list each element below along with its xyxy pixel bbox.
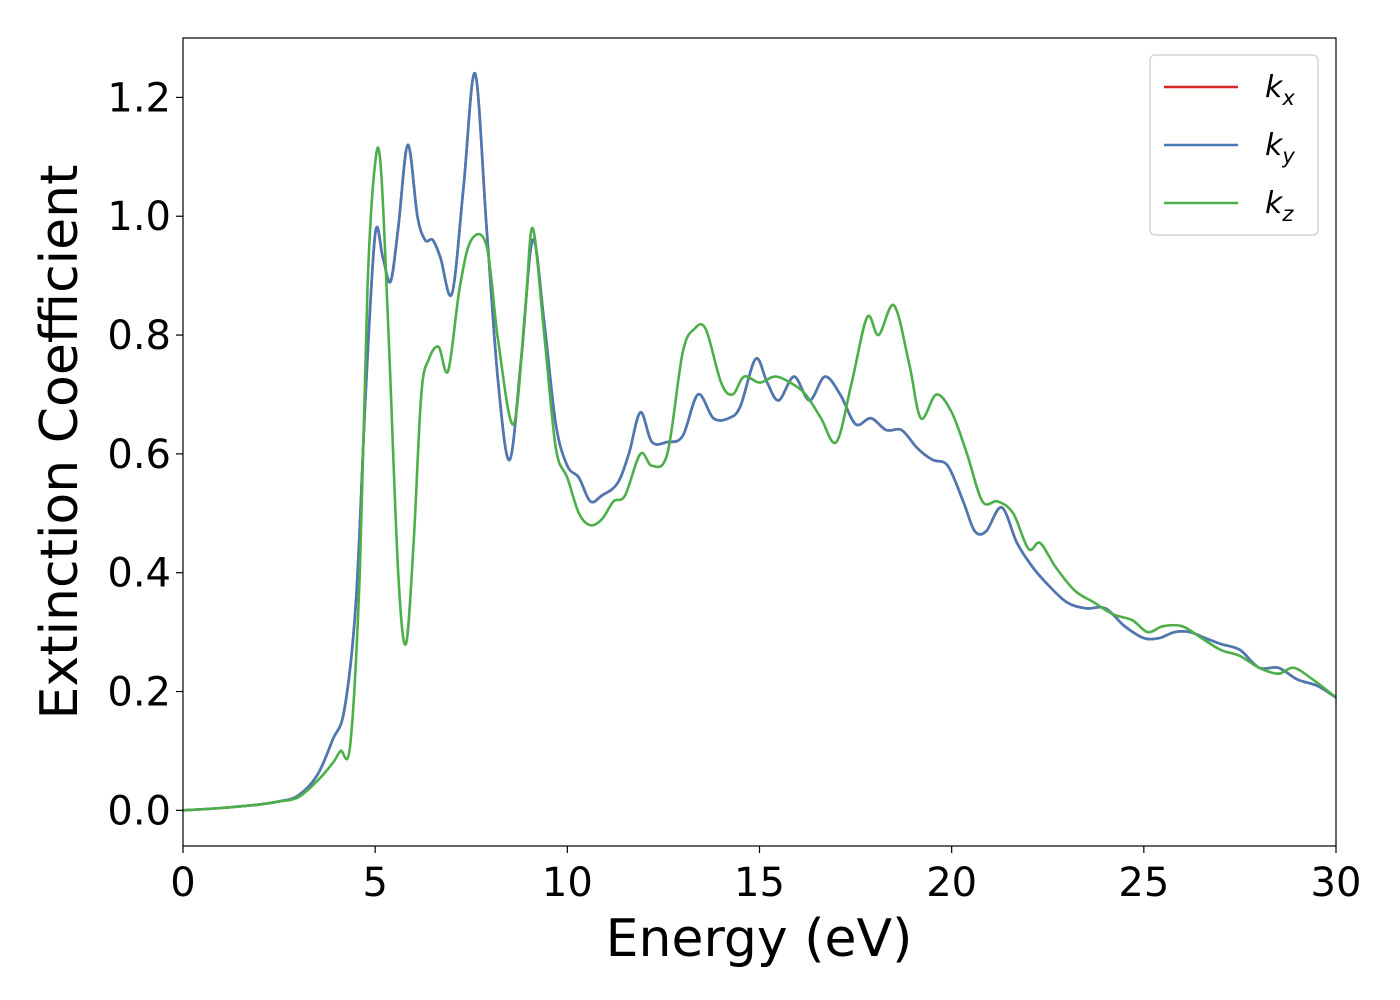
legend-label-y: ky bbox=[1265, 128, 1295, 168]
series-layer bbox=[182, 72, 1337, 812]
y-tick-label: 0.8 bbox=[107, 313, 171, 359]
legend-label-x: kx bbox=[1265, 70, 1295, 110]
y-tick-label: 1.2 bbox=[107, 75, 171, 121]
x-axis: 0 5 10 15 20 25 30 bbox=[170, 846, 1361, 906]
x-axis-title: Energy (eV) bbox=[606, 909, 913, 969]
y-axis: 0.0 0.2 0.4 0.6 0.8 1.0 1.2 bbox=[107, 75, 183, 834]
legend: kx ky kz bbox=[1149, 54, 1319, 236]
x-tick-label: 20 bbox=[926, 860, 977, 906]
y-tick-label: 0.4 bbox=[107, 551, 171, 597]
series-line-y bbox=[182, 72, 1337, 812]
x-tick-label: 0 bbox=[170, 860, 195, 906]
y-tick-label: 1.0 bbox=[107, 194, 171, 240]
y-tick-label: 0.2 bbox=[107, 670, 171, 716]
x-tick-label: 5 bbox=[362, 860, 387, 906]
y-tick-label: 0.0 bbox=[107, 788, 171, 834]
y-tick-label: 0.6 bbox=[107, 432, 171, 478]
series-line-z bbox=[182, 146, 1337, 812]
x-tick-label: 25 bbox=[1118, 860, 1169, 906]
x-tick-label: 10 bbox=[542, 860, 593, 906]
legend-label-z: kz bbox=[1265, 186, 1294, 226]
x-tick-label: 30 bbox=[1311, 860, 1362, 906]
y-axis-title: Extinction Coefficient bbox=[30, 165, 90, 720]
x-tick-label: 15 bbox=[734, 860, 785, 906]
